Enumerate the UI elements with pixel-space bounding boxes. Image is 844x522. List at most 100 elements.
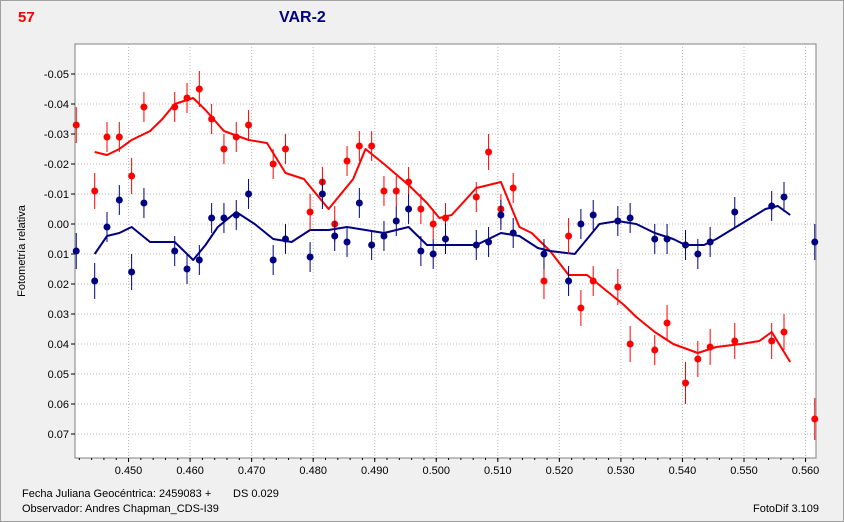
data-point (208, 115, 216, 123)
y-tick-label: 0.07 (48, 429, 69, 441)
y-tick-label: -0.03 (44, 129, 69, 141)
data-point (208, 214, 216, 222)
data-point (485, 148, 493, 156)
y-tick-label: 0.05 (48, 369, 69, 381)
data-point (694, 355, 702, 363)
data-point (706, 238, 714, 246)
y-tick-label: 0.06 (48, 399, 69, 411)
x-tick-label: 0.500 (423, 465, 451, 477)
data-point (614, 217, 622, 225)
y-tick-label: 0.02 (48, 279, 69, 291)
data-point (485, 238, 493, 246)
data-point (306, 253, 314, 261)
data-point (577, 220, 585, 228)
data-point (565, 277, 573, 285)
data-point (128, 172, 136, 180)
data-point (540, 277, 548, 285)
series-points (72, 71, 819, 440)
data-point (380, 187, 388, 195)
data-point (768, 337, 776, 345)
data-point (540, 250, 548, 258)
x-tick-label: 0.560 (792, 465, 820, 477)
x-tick-label: 0.470 (238, 465, 266, 477)
data-point (768, 202, 776, 210)
data-point (91, 277, 99, 285)
y-tick-label: -0.02 (44, 159, 69, 171)
y-tick-label: -0.05 (44, 69, 69, 81)
chart-number: 57 (18, 9, 35, 26)
y-tick-label: -0.01 (44, 189, 69, 201)
data-point (626, 340, 634, 348)
y-axis-ticks: -0.05 -0.04 -0.03 -0.02 -0.01 0.00 0.01 0.02 0.0… (44, 69, 75, 441)
data-point (497, 211, 505, 219)
data-point (183, 94, 191, 102)
data-point (509, 229, 517, 237)
x-tick-label: 0.480 (299, 465, 327, 477)
data-point (318, 190, 326, 198)
data-point (811, 238, 819, 246)
x-tick-label: 0.460 (176, 465, 204, 477)
data-point (195, 256, 203, 264)
observer-label: Observador: Andres Chapman_CDS-I39 (22, 503, 219, 515)
data-point (380, 232, 388, 240)
data-point (115, 196, 123, 204)
data-point (442, 214, 449, 222)
data-point (392, 187, 400, 195)
data-point (72, 121, 80, 129)
data-point (429, 220, 437, 228)
data-point (355, 199, 363, 207)
x-tick-label: 0.530 (607, 465, 635, 477)
data-point (589, 211, 597, 219)
data-point (128, 268, 136, 276)
data-point (731, 337, 739, 345)
data-point (509, 184, 517, 192)
data-point (694, 250, 702, 258)
software-label: FotoDif 3.109 (753, 503, 820, 515)
data-point (663, 319, 671, 327)
data-point (220, 214, 228, 222)
data-point (103, 223, 111, 231)
data-point (281, 235, 289, 243)
x-axis-ticks: 0.450 0.460 0.470 0.480 0.490 0.500 0.510 0.520… (78, 458, 820, 477)
x-tick-label: 0.450 (115, 465, 143, 477)
y-tick-label: 0.01 (48, 249, 69, 261)
data-point (472, 241, 480, 249)
data-point (245, 190, 253, 198)
data-point (115, 133, 123, 141)
x-tick-label: 0.540 (669, 465, 697, 477)
data-point (269, 160, 277, 168)
data-point (577, 304, 585, 312)
x-tick-label: 0.520 (546, 465, 574, 477)
data-point (281, 145, 289, 153)
data-point (368, 241, 376, 249)
data-point (343, 238, 351, 246)
data-point (140, 103, 148, 111)
data-point (565, 232, 573, 240)
data-point (589, 277, 597, 285)
data-point (405, 205, 413, 213)
data-point (183, 265, 191, 273)
data-point (682, 379, 690, 387)
data-point (245, 121, 253, 129)
data-point (355, 142, 363, 150)
data-point (811, 415, 819, 423)
data-point (232, 133, 240, 141)
data-point (663, 235, 671, 243)
data-point (472, 193, 480, 201)
y-tick-label: 0.00 (48, 219, 69, 231)
data-point (417, 205, 425, 213)
data-point (706, 343, 714, 351)
data-point (442, 235, 449, 243)
data-point (269, 256, 277, 264)
data-point (331, 232, 339, 240)
chart-title: VAR-2 (279, 9, 326, 26)
data-point (343, 157, 351, 165)
x-tick-label: 0.490 (361, 465, 389, 477)
data-point (306, 208, 314, 216)
y-tick-label: 0.03 (48, 309, 69, 321)
data-point (220, 145, 228, 153)
data-point (171, 247, 179, 255)
date-label: Fecha Juliana Geocéntrica: 2459083 + (22, 488, 212, 500)
data-point (682, 241, 690, 249)
